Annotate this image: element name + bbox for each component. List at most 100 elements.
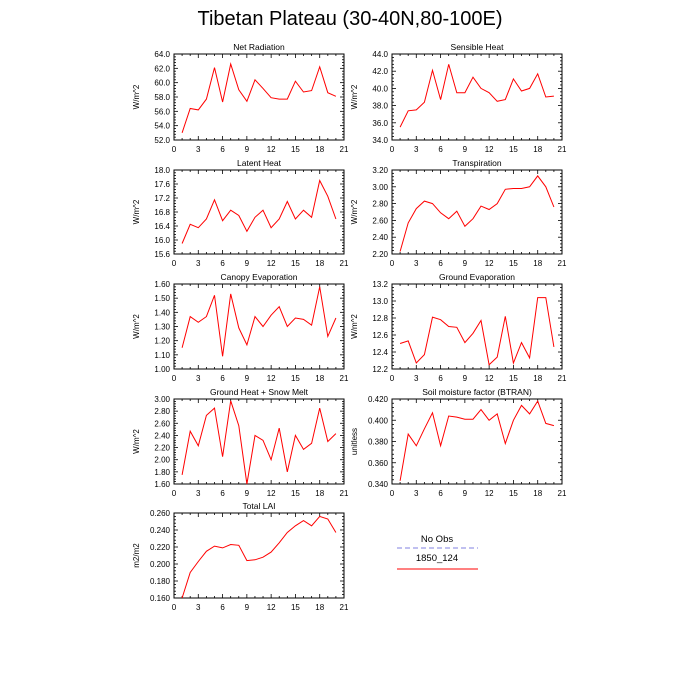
x-tick-label: 3: [196, 145, 201, 154]
y-tick-label: 0.240: [150, 526, 171, 535]
y-axis-label: W/m^2: [132, 314, 141, 339]
x-tick-label: 18: [533, 374, 542, 383]
x-tick-label: 0: [172, 259, 177, 268]
panel-5: 0 3 6 9 12 15 18 21 12.2 12.4 12.6 12.8 13.0 13.2 Grou…: [350, 272, 567, 383]
y-tick-label: 12.4: [372, 348, 388, 357]
x-tick-label: 3: [414, 489, 419, 498]
series-line: [181, 179, 337, 244]
legend-obs-label: No Obs: [421, 534, 453, 545]
y-tick-label: 40.0: [372, 84, 388, 93]
x-tick-label: 0: [390, 145, 395, 154]
plot-frame: [391, 398, 563, 485]
y-tick-label: 64.0: [154, 50, 170, 59]
y-tick-label: 13.2: [372, 280, 388, 289]
y-tick-label: 0.260: [150, 509, 171, 518]
x-tick-label: 12: [267, 489, 276, 498]
y-tick-label: 2.20: [154, 444, 170, 453]
panel-title: Latent Heat: [237, 158, 282, 168]
y-tick-label: 0.160: [150, 594, 171, 603]
x-tick-label: 15: [291, 489, 300, 498]
x-tick-label: 0: [172, 145, 177, 154]
series-line: [399, 175, 555, 252]
panel-4: 0 3 6 9 12 15 18 21 1.00 1.10 1.20 1.30 1.40 1.50 1.60…: [132, 272, 349, 383]
panel-title: Net Radiation: [233, 42, 285, 52]
panel-title: Sensible Heat: [451, 42, 505, 52]
x-tick-label: 0: [172, 374, 177, 383]
series-line: [181, 62, 337, 133]
x-tick-label: 18: [315, 145, 324, 154]
y-tick-label: 1.40: [154, 308, 170, 317]
panel-title: Transpiration: [452, 158, 502, 168]
y-tick-label: 1.60: [154, 480, 170, 489]
y-tick-label: 0.380: [368, 438, 389, 447]
x-tick-label: 18: [315, 489, 324, 498]
y-axis-label: W/m^2: [132, 199, 141, 224]
plot-frame: [391, 283, 563, 370]
x-tick-label: 21: [340, 259, 349, 268]
x-tick-label: 18: [315, 259, 324, 268]
y-tick-label: 3.00: [372, 183, 388, 192]
y-tick-label: 3.00: [154, 395, 170, 404]
x-tick-label: 3: [196, 259, 201, 268]
x-tick-label: 18: [315, 374, 324, 383]
x-tick-label: 15: [509, 489, 518, 498]
plot-frame: [173, 512, 345, 599]
y-tick-label: 1.00: [154, 365, 170, 374]
y-axis-label: W/m^2: [350, 84, 359, 109]
x-tick-label: 15: [291, 259, 300, 268]
y-axis-label: W/m^2: [350, 199, 359, 224]
y-tick-label: 38.0: [372, 102, 388, 111]
x-tick-label: 9: [463, 259, 468, 268]
series-line: [181, 400, 337, 485]
y-tick-label: 2.80: [154, 407, 170, 416]
y-tick-label: 60.0: [154, 79, 170, 88]
x-tick-label: 6: [220, 374, 225, 383]
x-tick-label: 6: [438, 489, 443, 498]
x-tick-label: 21: [340, 145, 349, 154]
x-tick-label: 18: [533, 259, 542, 268]
x-tick-label: 6: [220, 145, 225, 154]
series-line: [181, 286, 337, 357]
panel-6: 0 3 6 9 12 15 18 21 1.60 1.80 2.00 2.20 2.40 2.60 2.80…: [132, 387, 349, 498]
y-tick-label: 0.180: [150, 577, 171, 586]
x-tick-label: 18: [533, 145, 542, 154]
y-tick-label: 42.0: [372, 67, 388, 76]
y-tick-label: 2.00: [154, 456, 170, 465]
x-tick-label: 12: [267, 145, 276, 154]
x-tick-label: 12: [485, 374, 494, 383]
x-tick-label: 3: [196, 374, 201, 383]
x-tick-label: 9: [245, 374, 250, 383]
y-tick-label: 0.420: [368, 395, 389, 404]
x-tick-label: 9: [463, 489, 468, 498]
y-tick-label: 0.360: [368, 459, 389, 468]
y-tick-label: 0.340: [368, 480, 389, 489]
y-tick-label: 44.0: [372, 50, 388, 59]
x-tick-label: 12: [267, 374, 276, 383]
panel-0: 0 3 6 9 12 15 18 21 52.0 54.0 56.0 58.0 60.0 62.0 64.0…: [132, 42, 349, 154]
panel-1: 0 3 6 9 12 15 18 21 34.0 36.0 38.0 40.0 42.0 44.0 Sens…: [350, 42, 567, 154]
x-tick-label: 9: [245, 603, 250, 612]
y-tick-label: 16.0: [154, 236, 170, 245]
x-tick-label: 15: [291, 145, 300, 154]
x-tick-label: 15: [291, 603, 300, 612]
y-tick-label: 12.8: [372, 314, 388, 323]
y-tick-label: 34.0: [372, 136, 388, 145]
x-tick-label: 21: [558, 145, 567, 154]
x-tick-label: 6: [220, 603, 225, 612]
y-tick-label: 58.0: [154, 93, 170, 102]
panel-title: Soil moisture factor (BTRAN): [422, 387, 532, 397]
y-tick-label: 16.8: [154, 208, 170, 217]
panel-title: Ground Evaporation: [439, 272, 515, 282]
y-tick-label: 56.0: [154, 107, 170, 116]
y-tick-label: 2.80: [372, 200, 388, 209]
plot-frame: [173, 283, 345, 370]
panel-8: 0 3 6 9 12 15 18 21 0.160 0.180 0.200 0.220 0.240 0.2…: [132, 501, 349, 612]
y-axis-label: W/m^2: [132, 429, 141, 454]
x-tick-label: 12: [485, 259, 494, 268]
y-tick-label: 62.0: [154, 64, 170, 73]
x-tick-label: 15: [509, 145, 518, 154]
y-tick-label: 17.2: [154, 194, 170, 203]
x-tick-label: 12: [485, 489, 494, 498]
panel-title: Ground Heat + Snow Melt: [210, 387, 309, 397]
